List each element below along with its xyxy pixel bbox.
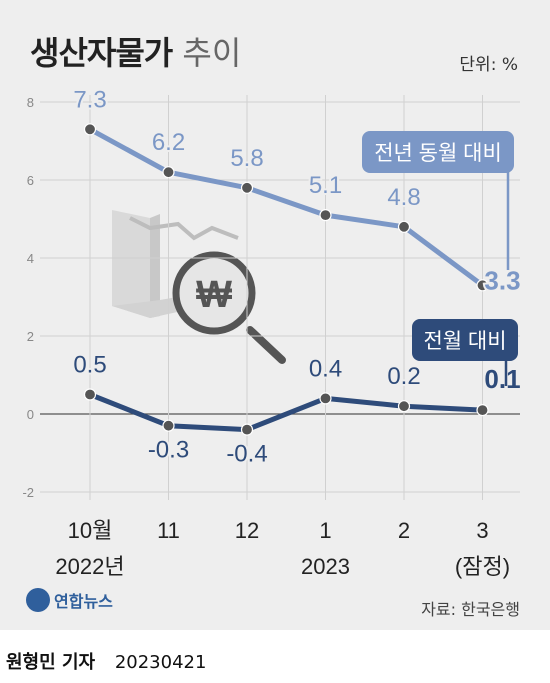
chart-panel [0,0,550,630]
legend-box [412,319,518,361]
data-label: 3.3 [484,265,520,295]
data-label: -0.4 [226,441,267,468]
data-label: 7.3 [73,86,106,113]
data-point [476,279,489,292]
data-label: 0.1 [484,364,520,394]
x-tick-label: 11 [157,518,180,543]
data-point [397,400,411,413]
byline-name: 원형민 기자 [6,652,96,673]
data-point [162,166,175,179]
legend-box [362,131,514,173]
x-tick-sublabel: 2022년 [55,554,124,579]
y-tick-label: 8 [27,95,34,110]
data-label: 0.2 [387,363,420,390]
factory-magnifier-illustration-icon: ₩ [112,210,286,364]
data-point [83,388,97,401]
logo-text: 연합뉴스 [54,592,113,611]
data-point [319,392,332,405]
source-label: 자료: 한국은행 [421,600,520,619]
legend-label: 전월 대비 [423,330,506,353]
x-tick-sublabel: (잠정) [455,554,510,579]
data-point [319,209,332,222]
x-tick-label: 1 [319,518,331,543]
data-point [476,404,489,417]
legend-label: 전년 동월 대비 [374,142,502,165]
data-point [162,419,175,432]
data-point [240,181,254,194]
y-tick-label: 4 [27,251,34,266]
data-label: 6.2 [152,129,185,156]
title-bold: 생산자물가 [30,34,173,72]
data-label: 0.5 [73,352,106,379]
x-tick-label: 3 [476,518,488,543]
yonhap-logo-icon [26,588,50,612]
unit-label: 단위: % [459,55,518,75]
data-point [397,220,411,233]
y-tick-label: 2 [27,329,34,344]
title-light: 추이 [182,34,242,72]
x-tick-sublabel: 2023 [301,554,350,579]
x-tick-label: 2 [398,518,410,543]
line-chart: ₩ -2 0 2 4 6 8 10월 2022년 11 12 1 2023 2 3 (잠정) 7.3 6.2… [22,84,522,579]
yonhap-logo: 연합뉴스 [26,588,113,612]
byline: 원형민 기자 20230421 [6,648,206,674]
data-label: 5.8 [230,145,263,172]
y-tick-label: 6 [27,173,34,188]
data-label: 5.1 [309,172,342,199]
y-tick-label: -2 [22,485,34,500]
svg-text:₩: ₩ [196,274,232,316]
data-label: 0.4 [309,355,342,382]
series-line [88,127,484,288]
x-tick-label: 10월 [68,518,113,543]
data-label: 4.8 [387,184,420,211]
data-point [240,423,254,436]
byline-date: 20230421 [114,652,207,673]
data-point [83,123,97,136]
chart-title: 생산자물가 추이 [30,28,241,74]
x-tick-label: 12 [235,518,259,543]
data-label: -0.3 [148,437,189,464]
y-tick-label: 0 [27,407,34,422]
series-line [89,392,483,433]
